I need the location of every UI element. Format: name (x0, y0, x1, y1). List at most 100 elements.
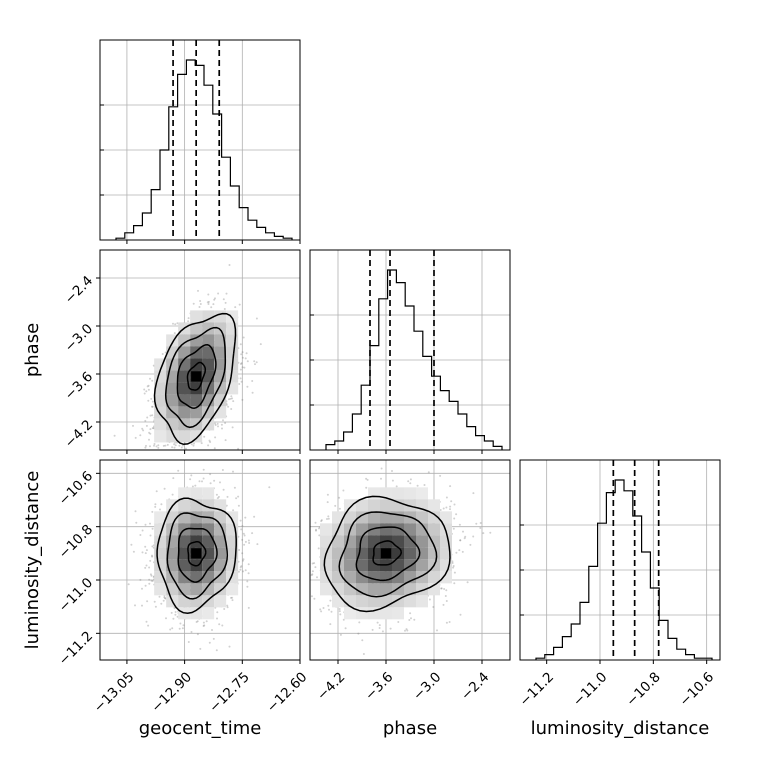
scatter-point (141, 529, 144, 532)
scatter-point (239, 343, 242, 346)
density-cell (166, 406, 179, 419)
scatter-point (378, 627, 381, 629)
scatter-point (225, 292, 228, 295)
histogram-geocent_time (115, 59, 293, 240)
density-cell (214, 535, 227, 548)
scatter-point (452, 527, 455, 530)
density-cell (178, 382, 191, 395)
scatter-point (215, 649, 218, 652)
density-cell (166, 547, 179, 560)
scatter-point (247, 539, 250, 542)
scatter-point (155, 490, 158, 493)
scatter-point (482, 532, 485, 535)
scatter-point (151, 545, 154, 548)
scatter-point (160, 503, 163, 506)
panel-frame (99, 39, 301, 241)
scatter-point (180, 446, 183, 449)
scatter-point (216, 617, 218, 620)
scatter-point (407, 480, 410, 483)
density-cell (226, 370, 239, 383)
scatter-point (246, 585, 249, 588)
scatter-point (215, 493, 218, 496)
scatter-point (199, 300, 202, 302)
scatter-point (162, 599, 165, 602)
scatter-point (240, 528, 243, 531)
density-cell (178, 559, 191, 572)
scatter-point (194, 484, 197, 487)
scatter-point (217, 495, 220, 498)
density-cell (178, 358, 191, 371)
scatter-point (247, 606, 250, 609)
scatter-point (228, 398, 230, 401)
scatter-point (453, 517, 456, 520)
scatter-point (148, 566, 151, 569)
scatter-point (207, 300, 210, 303)
scatter-point (181, 627, 184, 630)
scatter-point (244, 540, 247, 543)
density-cell (154, 559, 167, 572)
scatter-point (153, 444, 155, 447)
scatter-point (200, 442, 203, 445)
scatter-point (237, 504, 240, 507)
scatter-point (139, 578, 142, 581)
scatter-point (233, 486, 236, 489)
scatter-point (149, 428, 152, 431)
scatter-point (196, 620, 199, 623)
scatter-point (145, 620, 148, 623)
scatter-point (151, 379, 154, 382)
density-cell (202, 559, 215, 572)
scatter-point (199, 647, 202, 650)
scatter-point (339, 633, 342, 636)
scatter-point (223, 608, 226, 610)
density-cell (190, 322, 203, 335)
scatter-point (153, 443, 156, 445)
scatter-point (241, 538, 244, 541)
scatter-point (147, 384, 150, 387)
scatter-point (154, 503, 157, 506)
scatter-point (366, 478, 369, 481)
scatter-point (144, 545, 147, 548)
density-cell (178, 406, 191, 419)
scatter-point (221, 469, 224, 471)
scatter-point (163, 487, 166, 490)
density-cell (226, 310, 239, 323)
scatter-point (229, 397, 232, 400)
density-cell (202, 535, 215, 548)
scatter-point (242, 336, 245, 339)
scatter-point (173, 332, 176, 335)
density-cell (154, 430, 167, 443)
scatter-point (311, 570, 314, 573)
scatter-point (150, 397, 153, 400)
density-cell (190, 430, 203, 443)
scatter-point (247, 563, 250, 566)
density-cell (154, 382, 167, 395)
scatter-point (201, 480, 203, 483)
scatter-point (227, 405, 230, 408)
scatter-point (231, 596, 234, 599)
scatter-point (232, 470, 234, 473)
scatter-point (223, 308, 226, 310)
scatter-point (144, 566, 147, 569)
hist-panel-luminosity_distance (519, 459, 721, 664)
scatter-point (141, 604, 143, 607)
scatter-point (153, 600, 156, 603)
scatter-point (174, 611, 177, 613)
scatter-point (151, 414, 154, 417)
scatter-point (222, 488, 225, 491)
scatter-point (151, 400, 154, 403)
scatter-point (235, 497, 238, 500)
scatter-point (161, 353, 164, 355)
scatter-point (427, 471, 430, 474)
scatter-point (163, 596, 166, 599)
scatter-point (322, 607, 325, 609)
scatter-point (244, 569, 247, 572)
scatter-point (241, 552, 244, 555)
scatter-point (224, 439, 227, 442)
scatter-point (259, 343, 262, 346)
scatter-point (149, 377, 151, 380)
histogram-phase (325, 269, 503, 450)
scatter-point (459, 539, 462, 542)
scatter-point (214, 422, 216, 425)
panel-frame (309, 249, 511, 451)
scatter-point (151, 527, 154, 530)
